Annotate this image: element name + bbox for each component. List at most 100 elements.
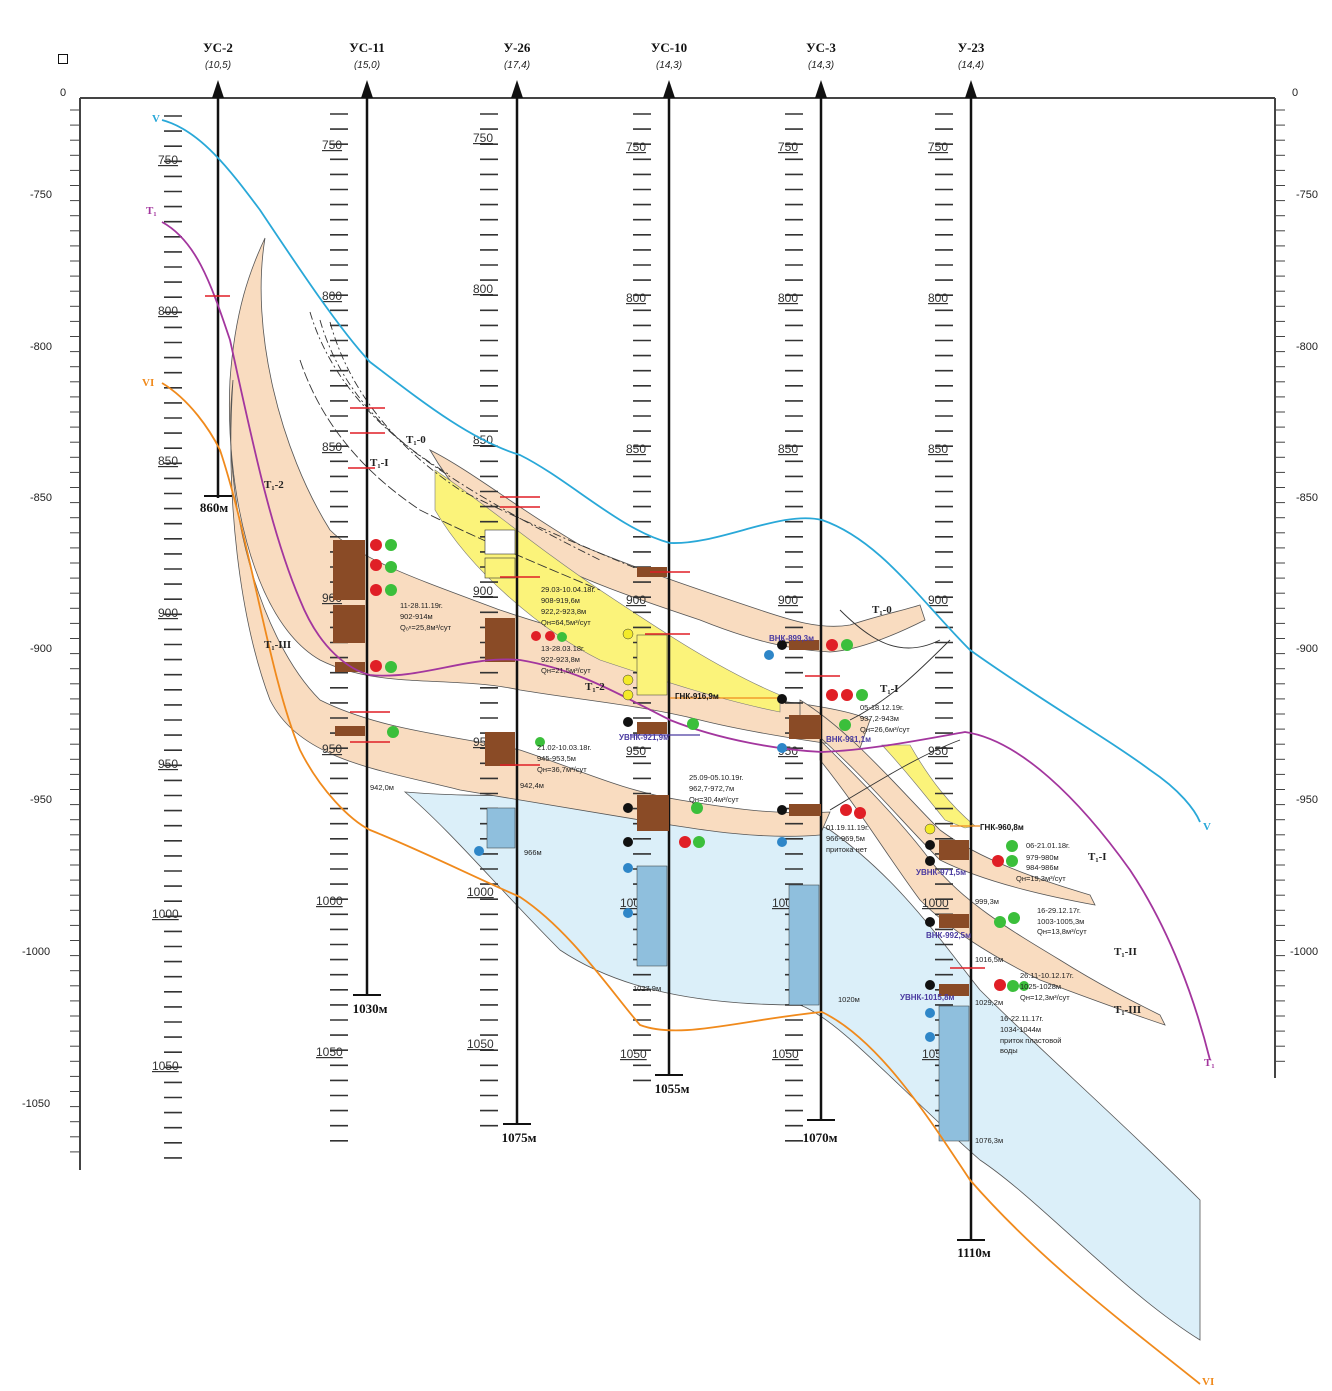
tick-label: 1000: [922, 896, 949, 910]
corner-box: [58, 54, 68, 64]
well-name: УС-10: [651, 40, 687, 55]
depth-note: 942,4м: [520, 781, 544, 790]
annotation-line: 01.19.11.19г.: [826, 823, 869, 832]
test-annotations: 11-28.11.19г. 902-914м Qₒⁿ=25,8м³/сут 29…: [370, 585, 1087, 1145]
tick-label: 800: [928, 291, 948, 305]
contact-label: ВНК-899,3м: [769, 634, 814, 643]
well-total-depth: 1070м: [803, 1130, 838, 1145]
horizon-label-v: V: [152, 113, 160, 125]
left-axis-label: -1050: [22, 1098, 50, 1110]
well-name: УС-3: [806, 40, 836, 55]
tick-label: 1050: [152, 1059, 179, 1073]
contact-label: ГНК-916,9м: [675, 692, 719, 701]
tick-label: 900: [626, 593, 646, 607]
annotation-line: 11-28.11.19г.: [400, 601, 443, 610]
depth-axis-ticks: [70, 109, 1285, 1153]
horizon-label-vi: VI: [142, 377, 154, 389]
well-name: УС-2: [203, 40, 233, 55]
test-dots: [370, 539, 1029, 1042]
tick-label: 1050: [316, 1045, 343, 1059]
tick-label: 750: [322, 138, 342, 152]
contact-label: ВНК-992,5м: [926, 931, 971, 940]
tick-label: 1050: [772, 1047, 799, 1061]
left-axis-label: -1000: [22, 946, 50, 958]
right-axis-label: -950: [1296, 794, 1318, 806]
well-u-26: У-26 (17,4) 1075м: [502, 40, 537, 1145]
annotation-line: 922,2-923,8м: [541, 607, 586, 616]
depth-note: 1029,2м: [975, 998, 1003, 1007]
well-name: У-23: [958, 40, 985, 55]
well-total-depth: 1055м: [655, 1081, 690, 1096]
annotation-line: Qн=36,7м³/сут: [537, 765, 587, 774]
tick-label: 750: [778, 140, 798, 154]
left-axis-label: -950: [30, 794, 52, 806]
annotation-line: 05-18.12.19г.: [860, 703, 904, 712]
annotation-line: Qн=21,5м³/сут: [541, 666, 591, 675]
well-altitude: (14,3): [808, 60, 834, 71]
contact-label: УВНК-971,5м: [916, 868, 966, 877]
horizon-curves: [161, 119, 1211, 1385]
annotation-line: 908-919,6м: [541, 596, 580, 605]
well-altitude: (14,3): [656, 60, 682, 71]
well-altitude: (17,4): [504, 60, 530, 71]
layer-label: Т₁-III: [1114, 1004, 1141, 1016]
annotation-line: 21.02-10.03.18г.: [537, 743, 591, 752]
annotation-line: 1034-1044м: [1000, 1025, 1041, 1034]
layer-label: Т₁-II: [1114, 946, 1137, 958]
tick-label: 850: [626, 442, 646, 456]
annotation-line: 06-21.01.18г.: [1026, 841, 1070, 850]
contact-label: ГНК-960,8м: [980, 823, 1024, 832]
well-u-23: У-23 (14,4) 1110м: [957, 40, 991, 1260]
layer-label: Т₁-2: [585, 681, 605, 693]
tick-label: 800: [473, 282, 493, 296]
annotation-line: приток пластовой: [1000, 1036, 1061, 1045]
annotation-line: 945-953,5м: [537, 754, 576, 763]
core-intervals: [333, 529, 970, 1142]
horizon-label-t1: T₁: [146, 205, 157, 217]
tick-label: 900: [158, 606, 178, 620]
tick-label: 1000: [316, 894, 343, 908]
depth-note: 1027,9м: [633, 984, 661, 993]
well-us-10: УС-10 (14,3) 1055м: [651, 40, 690, 1096]
tick-label: 1000: [152, 907, 179, 921]
right-axis-label: -750: [1296, 189, 1318, 201]
annotation-line: притока нет: [826, 845, 868, 854]
contact-lines: [630, 697, 980, 827]
layer-label: Т₁-III: [264, 639, 291, 651]
well-total-depth: 1075м: [502, 1130, 537, 1145]
tick-label: 800: [626, 291, 646, 305]
contact-label: УВНК-1015,8м: [900, 993, 955, 1002]
well-name: УС-11: [349, 40, 385, 55]
layer-label: Т₁-0: [406, 434, 426, 446]
annotation-line: 1025-1028м: [1020, 982, 1061, 991]
right-axis-label: -900: [1296, 643, 1318, 655]
well-total-depth: 1110м: [957, 1245, 991, 1260]
annotation-line: 966-969,5м: [826, 834, 865, 843]
horizon-label-v: V: [1203, 821, 1211, 833]
depth-note: 966м: [524, 848, 542, 857]
tick-label: 1050: [620, 1047, 647, 1061]
left-axis-label: -850: [30, 492, 52, 504]
tick-label: 800: [322, 289, 342, 303]
well-us-11: УС-11 (15,0) 1030м: [349, 40, 387, 1016]
left-axis-label: -750: [30, 189, 52, 201]
well-altitude: (14,4): [958, 60, 984, 71]
well-altitude: (10,5): [205, 60, 231, 71]
tick-label: 850: [158, 454, 178, 468]
left-axis-zero: 0: [60, 87, 66, 99]
layer-label: Т₁-I: [370, 457, 389, 469]
dashed-boundaries: [299, 311, 961, 811]
tick-label: 800: [158, 304, 178, 318]
annotation-line: 922-923,8м: [541, 655, 580, 664]
annotation-line: 984-986м: [1026, 863, 1059, 872]
tick-label: 900: [473, 584, 493, 598]
depth-note: 1076,3м: [975, 1136, 1003, 1145]
annotation-line: Qн=26,6м³/сут: [860, 725, 910, 734]
tick-label: 850: [928, 442, 948, 456]
well-total-depth: 860м: [200, 500, 229, 515]
tick-label: 850: [322, 440, 342, 454]
tick-label: 900: [778, 593, 798, 607]
tick-label: 750: [473, 131, 493, 145]
depth-note: 942,0м: [370, 783, 394, 792]
right-axis-label: -1000: [1290, 946, 1318, 958]
